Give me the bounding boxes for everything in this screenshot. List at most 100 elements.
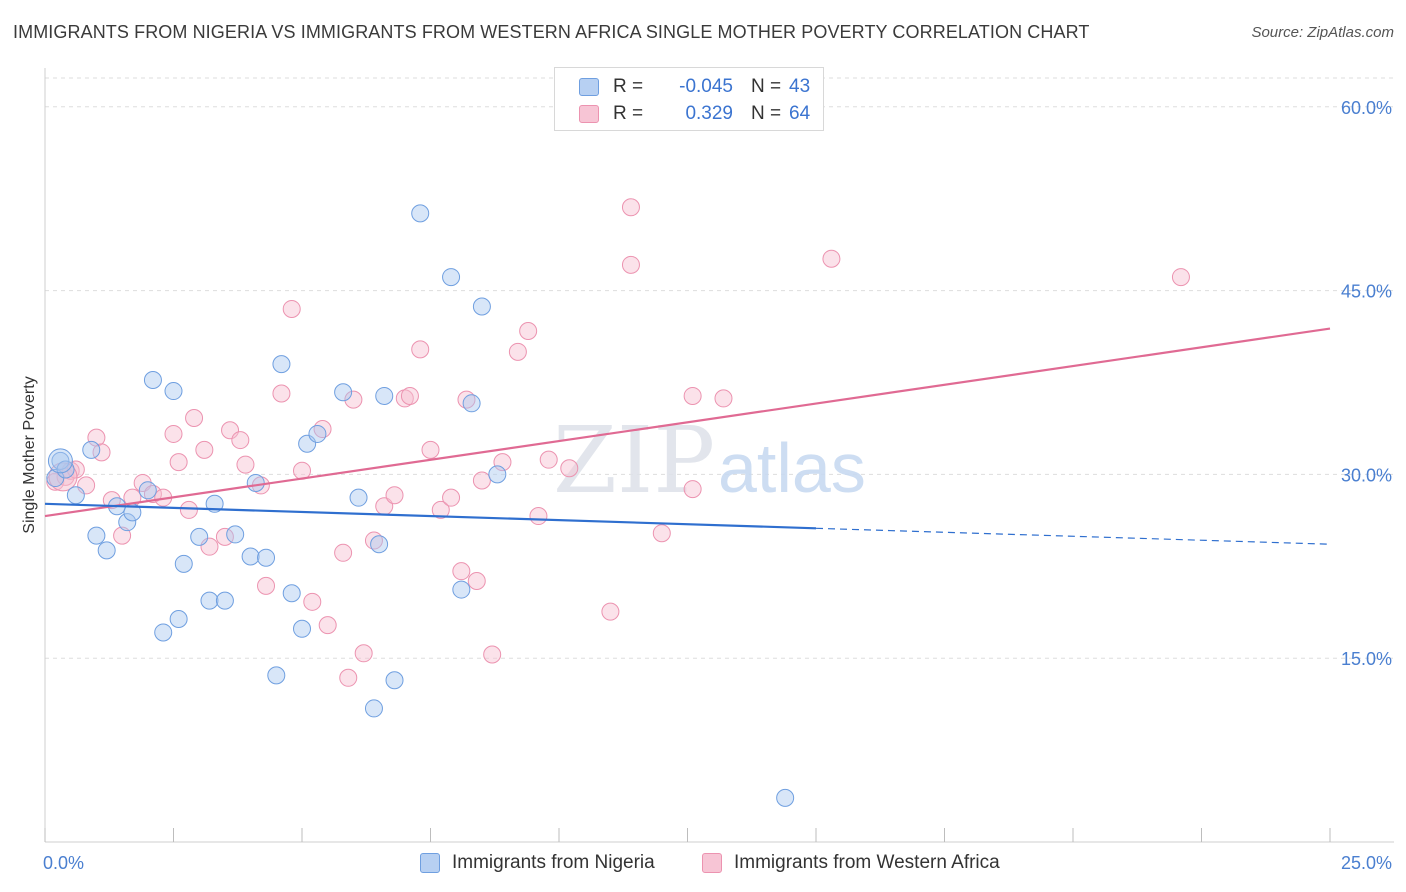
data-point-wafrica xyxy=(508,342,527,361)
data-point-wafrica xyxy=(683,386,702,405)
legend-swatch-nigeria xyxy=(420,853,440,873)
axes xyxy=(44,68,1394,843)
data-point-nigeria xyxy=(169,609,188,628)
legend-n-label: N = xyxy=(751,103,782,124)
data-point-nigeria xyxy=(226,525,245,544)
data-point-wafrica xyxy=(472,471,491,490)
data-point-wafrica xyxy=(364,531,383,550)
data-point-nigeria xyxy=(370,535,389,554)
data-point-nigeria xyxy=(51,451,70,470)
data-point-nigeria xyxy=(174,554,193,573)
data-point-nigeria xyxy=(56,460,75,479)
data-point-wafrica xyxy=(452,562,471,581)
data-point-nigeria xyxy=(97,541,116,560)
data-point-wafrica xyxy=(282,299,301,318)
data-point-wafrica xyxy=(385,486,404,505)
data-point-wafrica xyxy=(621,255,640,274)
data-point-nigeria xyxy=(82,440,101,459)
y-tick-label: 60.0% xyxy=(1341,98,1392,118)
data-point-wafrica xyxy=(457,390,476,409)
data-point-nigeria xyxy=(452,580,471,599)
watermark-atlas: atlas xyxy=(718,429,866,507)
legend-swatch-wafrica xyxy=(702,853,722,873)
data-point-nigeria xyxy=(246,473,265,492)
data-point-wafrica xyxy=(143,484,162,503)
series-nigeria-points xyxy=(46,204,795,807)
data-point-nigeria xyxy=(138,481,157,500)
data-point-nigeria xyxy=(47,448,73,474)
trend-line-nigeria xyxy=(44,502,817,530)
data-point-wafrica xyxy=(169,453,188,472)
data-point-nigeria xyxy=(143,371,162,390)
data-point-wafrica xyxy=(195,440,214,459)
data-point-wafrica xyxy=(185,409,204,428)
data-point-wafrica xyxy=(257,576,276,595)
data-point-nigeria xyxy=(375,386,394,405)
data-point-nigeria xyxy=(334,383,353,402)
legend-row-wafrica: R = 0.329 N = 64 xyxy=(579,101,810,127)
data-point-wafrica xyxy=(164,424,183,443)
chart-title: IMMIGRANTS FROM NIGERIA VS IMMIGRANTS FR… xyxy=(13,22,1090,42)
data-point-wafrica xyxy=(621,198,640,217)
correlation-legend: R = -0.045 N = 43 R = 0.329 N = 64 xyxy=(554,67,824,131)
data-point-nigeria xyxy=(385,671,404,690)
data-point-wafrica xyxy=(236,455,255,474)
legend-r-label: R = xyxy=(613,76,644,97)
data-point-nigeria xyxy=(462,394,481,413)
data-point-wafrica xyxy=(318,616,337,635)
data-point-wafrica xyxy=(601,602,620,621)
data-point-wafrica xyxy=(344,390,363,409)
series-legend: Immigrants from Nigeria Immigrants from … xyxy=(0,852,1406,878)
trend-line-nigeria-extension xyxy=(815,527,1331,545)
data-point-nigeria xyxy=(364,699,383,718)
data-point-wafrica xyxy=(483,645,502,664)
data-point-nigeria xyxy=(411,204,430,223)
y-tick-label: 15.0% xyxy=(1341,649,1392,669)
data-point-nigeria xyxy=(308,424,327,443)
data-point-wafrica xyxy=(519,322,538,341)
source-label: Source: ZipAtlas.com xyxy=(1251,24,1394,41)
data-point-wafrica xyxy=(113,526,132,545)
grid-lines xyxy=(45,77,1394,659)
data-point-wafrica xyxy=(431,500,450,519)
legend-r-value-nigeria: -0.045 xyxy=(679,76,733,97)
data-point-wafrica xyxy=(411,340,430,359)
data-point-nigeria xyxy=(267,666,286,685)
y-axis-label: Single Mother Poverty xyxy=(21,376,38,533)
legend-item-wafrica[interactable]: Immigrants from Western Africa xyxy=(702,852,1000,874)
watermark: ZIP atlas xyxy=(553,407,866,514)
legend-swatch-wafrica xyxy=(579,105,599,123)
data-point-nigeria xyxy=(200,591,219,610)
legend-n-value-wafrica: 64 xyxy=(789,103,811,124)
legend-label-nigeria: Immigrants from Nigeria xyxy=(452,852,655,873)
x-tick-labels: 0.0% 25.0% xyxy=(43,853,1392,873)
data-point-wafrica xyxy=(822,249,841,268)
x-tick-label: 0.0% xyxy=(43,853,84,873)
data-point-wafrica xyxy=(1171,268,1190,287)
legend-row-nigeria: R = -0.045 N = 43 xyxy=(579,74,810,100)
data-point-wafrica xyxy=(539,450,558,469)
data-point-nigeria xyxy=(293,619,311,638)
data-point-nigeria xyxy=(164,382,183,401)
data-point-wafrica xyxy=(560,459,579,478)
data-point-nigeria xyxy=(215,591,234,610)
data-point-wafrica xyxy=(339,668,358,687)
legend-item-nigeria[interactable]: Immigrants from Nigeria xyxy=(420,852,655,874)
data-point-nigeria xyxy=(154,623,173,642)
data-point-wafrica xyxy=(354,644,373,663)
data-point-nigeria xyxy=(776,788,795,807)
data-point-nigeria xyxy=(488,465,507,484)
data-point-wafrica xyxy=(652,524,671,543)
data-point-nigeria xyxy=(282,584,301,603)
data-point-wafrica xyxy=(92,443,111,462)
data-point-wafrica xyxy=(467,571,486,590)
data-point-wafrica xyxy=(395,389,414,408)
y-tick-label: 30.0% xyxy=(1341,465,1392,485)
watermark-zip: ZIP xyxy=(553,407,715,514)
legend-n-label: N = xyxy=(751,76,782,97)
data-point-wafrica xyxy=(400,386,419,405)
y-tick-labels: 15.0% 30.0% 45.0% 60.0% xyxy=(1341,98,1392,669)
data-point-nigeria xyxy=(87,526,106,545)
data-point-wafrica xyxy=(272,384,291,403)
